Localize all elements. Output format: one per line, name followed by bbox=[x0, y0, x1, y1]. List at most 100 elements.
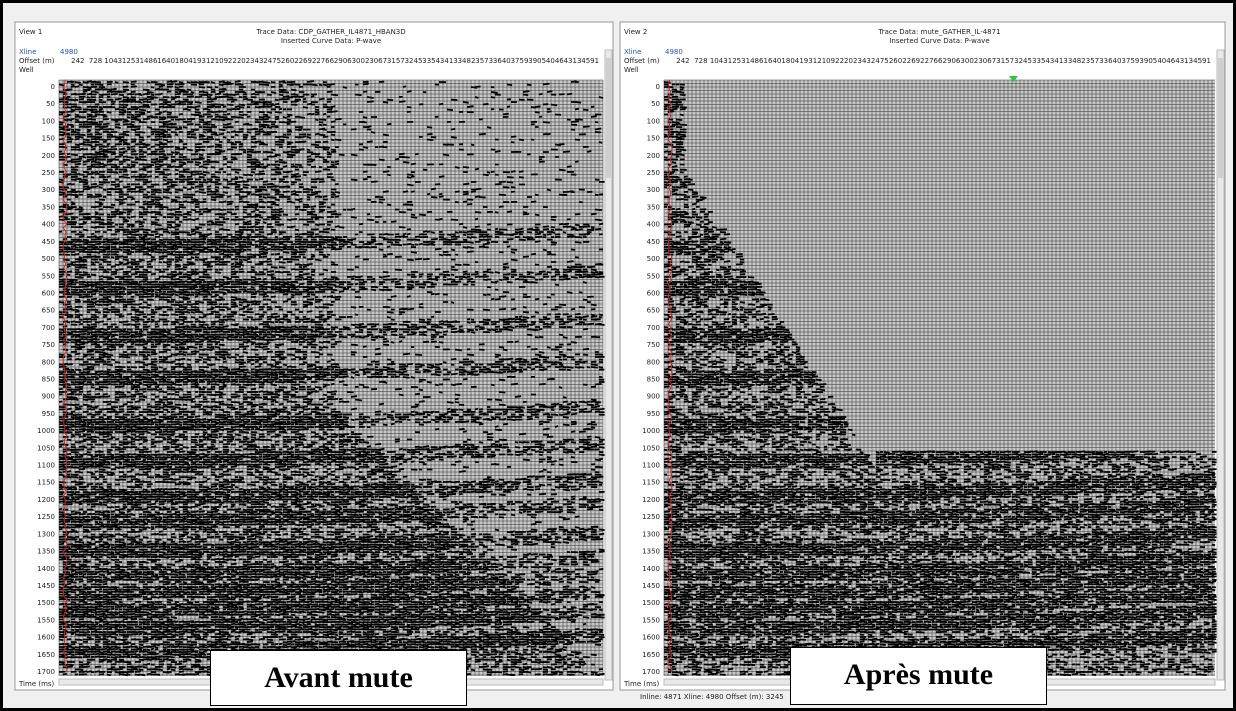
offset-value: 728 bbox=[694, 57, 707, 65]
offset-value: 1804 bbox=[175, 57, 193, 65]
time-value: 1650 bbox=[642, 651, 660, 659]
trace-grid bbox=[663, 79, 1215, 676]
time-value: 1600 bbox=[37, 634, 55, 642]
offset-value: 3354 bbox=[1032, 57, 1050, 65]
offset-value: 3245 bbox=[405, 57, 423, 65]
offset-value: 4313 bbox=[1175, 57, 1193, 65]
time-label: Time (ms) bbox=[623, 680, 660, 688]
offset-value: 1931 bbox=[799, 57, 817, 65]
time-value: 150 bbox=[42, 135, 55, 143]
time-value: 600 bbox=[647, 289, 660, 297]
time-value: 350 bbox=[42, 203, 55, 211]
offset-value: 4046 bbox=[1157, 57, 1175, 65]
view-title: View 1 bbox=[19, 28, 42, 36]
scroll-thumb bbox=[606, 58, 611, 178]
time-value: 650 bbox=[647, 307, 660, 315]
offset-value: 2692 bbox=[299, 57, 317, 65]
time-value: 1450 bbox=[37, 582, 55, 590]
xline-label: Xline bbox=[624, 48, 641, 56]
time-value: 100 bbox=[42, 117, 55, 125]
offset-value: 2906 bbox=[943, 57, 961, 65]
time-value: 1150 bbox=[642, 479, 660, 487]
time-value: 1000 bbox=[37, 427, 55, 435]
offset-value: 1804 bbox=[781, 57, 799, 65]
time-value: 550 bbox=[647, 272, 660, 280]
offset-value: 3245 bbox=[1014, 57, 1032, 65]
trace-data: Trace Data: CDP_GATHER_IL4871_HBAN3D bbox=[255, 28, 405, 36]
xline-label: Xline bbox=[19, 48, 36, 56]
offset-value: 242 bbox=[71, 57, 84, 65]
offset-value: 4591 bbox=[1193, 57, 1211, 65]
offset-value: 2343 bbox=[853, 57, 871, 65]
offset-value: 1640 bbox=[157, 57, 175, 65]
time-value: 1500 bbox=[642, 599, 660, 607]
time-value: 1350 bbox=[642, 548, 660, 556]
time-value: 250 bbox=[42, 169, 55, 177]
offset-label: Offset (m) bbox=[19, 57, 55, 65]
offset-value: 4313 bbox=[564, 57, 582, 65]
time-value: 1200 bbox=[642, 496, 660, 504]
offset-value: 2475 bbox=[871, 57, 889, 65]
time-value: 800 bbox=[42, 358, 55, 366]
time-value: 900 bbox=[647, 393, 660, 401]
curve-data: Inserted Curve Data: P-wave bbox=[281, 37, 381, 45]
time-value: 300 bbox=[647, 186, 660, 194]
time-value: 1100 bbox=[642, 462, 660, 470]
time-value: 0 bbox=[656, 83, 660, 91]
status-bar: Inline: 4871 Xline: 4980 Offset (m): 324… bbox=[640, 693, 784, 701]
offset-value: 1640 bbox=[764, 57, 782, 65]
offset-value: 3413 bbox=[440, 57, 458, 65]
offset-value: 3157 bbox=[387, 57, 405, 65]
time-value: 200 bbox=[647, 152, 660, 160]
vertical-scrollbar bbox=[1216, 49, 1225, 681]
offset-value: 2109 bbox=[817, 57, 835, 65]
time-value: 900 bbox=[42, 393, 55, 401]
time-value: 1550 bbox=[642, 616, 660, 624]
offset-value: 2343 bbox=[246, 57, 264, 65]
offset-value: 3573 bbox=[475, 57, 493, 65]
offset-value: 2906 bbox=[334, 57, 352, 65]
offset-value: 2602 bbox=[889, 57, 907, 65]
time-label: Time (ms) bbox=[18, 680, 55, 688]
offset-value: 2220 bbox=[835, 57, 853, 65]
time-value: 1300 bbox=[642, 530, 660, 538]
xline-value: 4980 bbox=[60, 48, 78, 56]
offset-value: 3002 bbox=[960, 57, 978, 65]
time-value: 1700 bbox=[642, 668, 660, 676]
offset-value: 1253 bbox=[728, 57, 746, 65]
time-value: 500 bbox=[647, 255, 660, 263]
offset-value: 3640 bbox=[493, 57, 511, 65]
offset-value: 3759 bbox=[511, 57, 529, 65]
time-value: 750 bbox=[647, 341, 660, 349]
time-value: 0 bbox=[51, 83, 55, 91]
time-value: 550 bbox=[42, 272, 55, 280]
offset-value: 3413 bbox=[1050, 57, 1068, 65]
time-value: 400 bbox=[647, 221, 660, 229]
time-value: 1650 bbox=[37, 651, 55, 659]
offset-value: 3905 bbox=[528, 57, 546, 65]
vertical-scrollbar bbox=[604, 49, 613, 681]
time-value: 1300 bbox=[37, 530, 55, 538]
time-value: 450 bbox=[42, 238, 55, 246]
offset-value: 3905 bbox=[1139, 57, 1157, 65]
time-value: 1250 bbox=[642, 513, 660, 521]
time-value: 950 bbox=[647, 410, 660, 418]
seismic-traces bbox=[663, 81, 1220, 677]
time-value: 1400 bbox=[642, 565, 660, 573]
offset-value: 1043 bbox=[710, 57, 728, 65]
well-curve bbox=[667, 79, 673, 673]
time-value: 1050 bbox=[642, 444, 660, 452]
trace-data: Trace Data: mute_GATHER_IL-4871 bbox=[877, 28, 1000, 36]
offset-value: 2475 bbox=[263, 57, 281, 65]
well-curve bbox=[62, 79, 68, 673]
curve-data: Inserted Curve Data: P-wave bbox=[889, 37, 989, 45]
offset-value: 1253 bbox=[122, 57, 140, 65]
time-value: 1200 bbox=[37, 496, 55, 504]
time-value: 1500 bbox=[37, 599, 55, 607]
time-value: 800 bbox=[647, 358, 660, 366]
time-value: 1250 bbox=[37, 513, 55, 521]
time-value: 700 bbox=[42, 324, 55, 332]
time-value: 1050 bbox=[37, 444, 55, 452]
time-value: 250 bbox=[647, 169, 660, 177]
xline-value: 4980 bbox=[665, 48, 683, 56]
